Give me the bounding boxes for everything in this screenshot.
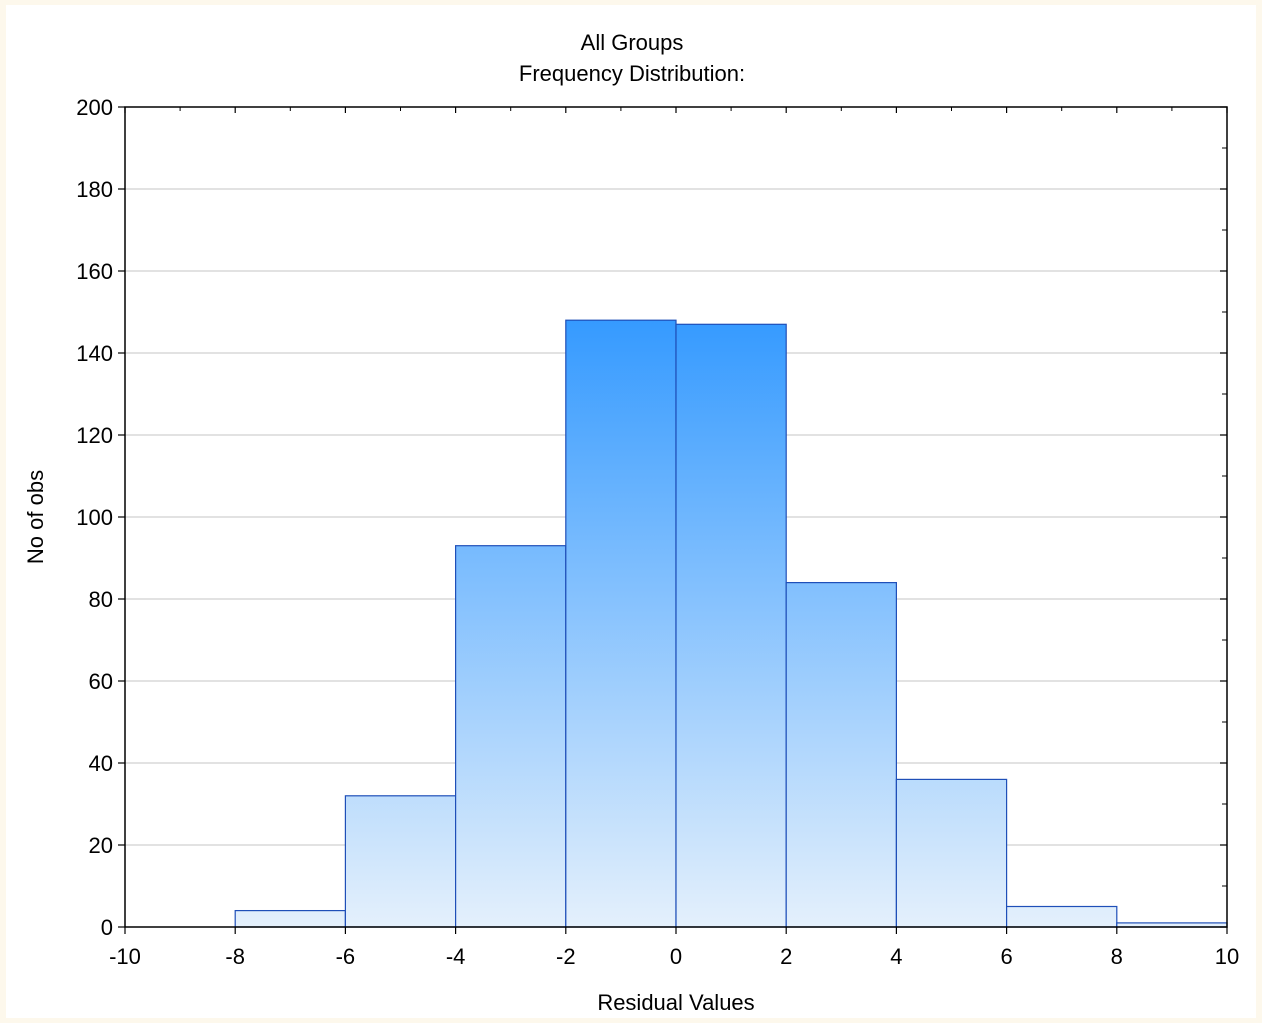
y-tick-label: 160 — [76, 259, 113, 284]
histogram-bar — [675, 323, 787, 928]
histogram-bar — [344, 795, 457, 928]
x-tick-label: 6 — [1000, 944, 1012, 969]
histogram-bar — [565, 319, 677, 928]
histogram-bar — [895, 778, 1008, 928]
y-tick-label: 200 — [76, 95, 113, 120]
axes — [118, 106, 1228, 934]
x-tick-label: -4 — [446, 944, 466, 969]
x-tick-label: -6 — [336, 944, 356, 969]
histogram-bar — [234, 909, 346, 928]
x-axis-label: Residual Values — [597, 990, 754, 1015]
bars — [234, 319, 1228, 928]
y-tick-label: 120 — [76, 423, 113, 448]
x-tick-label: 0 — [670, 944, 682, 969]
histogram-bar — [455, 545, 567, 928]
chart-subtitle: Frequency Distribution: — [519, 61, 745, 86]
y-tick-label: 20 — [89, 833, 113, 858]
x-tick-label: 8 — [1111, 944, 1123, 969]
x-tick-label: -8 — [225, 944, 245, 969]
y-tick-label: 140 — [76, 341, 113, 366]
x-tick-label: 10 — [1215, 944, 1239, 969]
y-tick-label: 60 — [89, 669, 113, 694]
x-tick-label: -10 — [109, 944, 141, 969]
x-tick-label: -2 — [556, 944, 576, 969]
y-tick-label: 80 — [89, 587, 113, 612]
x-tick-label: 4 — [890, 944, 902, 969]
y-axis-label: No of obs — [23, 470, 48, 564]
histogram-bar — [785, 581, 898, 928]
chart-title: All Groups — [581, 30, 684, 55]
y-tick-label: 100 — [76, 505, 113, 530]
y-tick-label: 180 — [76, 177, 113, 202]
y-tick-label: 0 — [101, 915, 113, 940]
x-tick-label: 2 — [780, 944, 792, 969]
y-tick-label: 40 — [89, 751, 113, 776]
histogram-bar — [1005, 905, 1118, 928]
tick-labels: 0 20 40 60 80 100 120 140 160 180 200 -10 -8 -6 -4 -2 0 2… — [76, 95, 1239, 969]
